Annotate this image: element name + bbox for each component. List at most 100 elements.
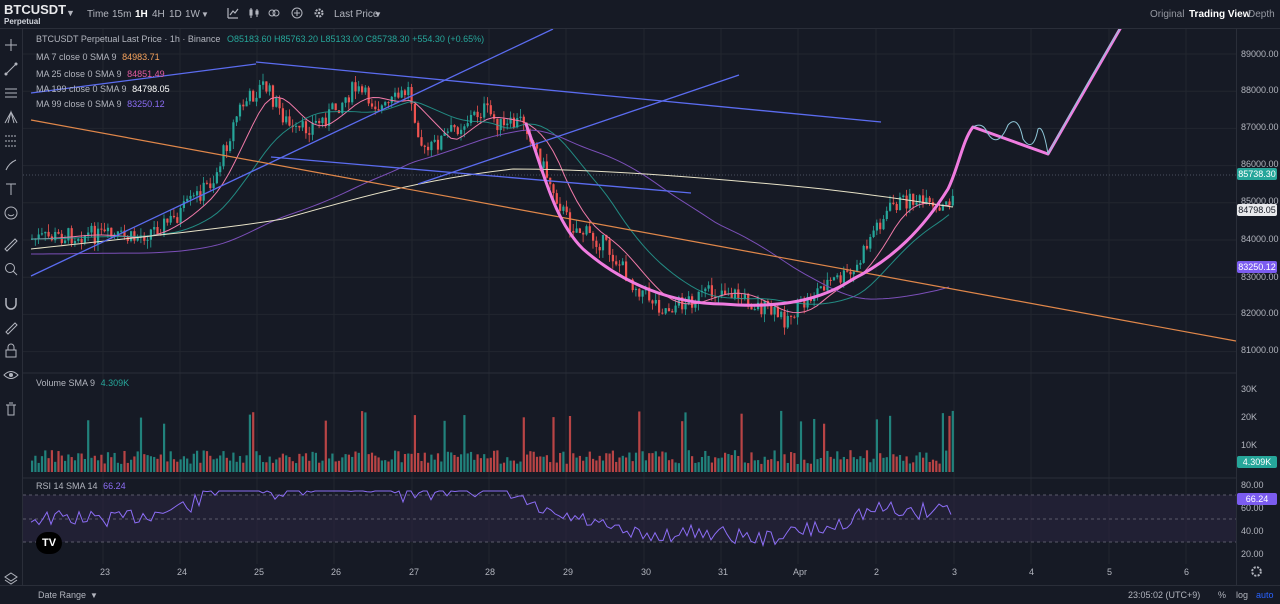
price-source-select[interactable]: Last Price xyxy=(334,9,379,20)
settings-gear-icon[interactable] xyxy=(1250,565,1263,578)
percent-toggle[interactable]: % xyxy=(1218,590,1227,600)
pitchfork-icon[interactable] xyxy=(3,109,19,125)
chevron-down-icon[interactable]: ▼ xyxy=(374,10,382,19)
candle-body xyxy=(945,201,948,205)
price-axis[interactable] xyxy=(1236,29,1280,585)
eye-icon[interactable] xyxy=(3,367,19,383)
candle-body xyxy=(724,290,727,295)
price-tick: 86000.00 xyxy=(1241,159,1279,169)
volume-value: 4.309K xyxy=(100,378,130,388)
volume-bar xyxy=(169,451,172,472)
volume-bar xyxy=(209,455,212,472)
candle-body xyxy=(489,105,492,115)
lock-icon[interactable] xyxy=(3,343,19,359)
chevron-down-icon[interactable]: ▼ xyxy=(66,8,75,18)
layers-icon[interactable] xyxy=(3,571,19,587)
interval-4h[interactable]: 4H xyxy=(152,9,165,20)
symbol-name[interactable]: BTCUSDT xyxy=(4,2,67,17)
candle-body xyxy=(387,102,390,104)
tab-depth[interactable]: Depth xyxy=(1248,9,1275,20)
interval-15m[interactable]: 15m xyxy=(112,9,132,20)
volume-bar xyxy=(311,451,314,472)
candle-body xyxy=(271,85,275,107)
volume-bar xyxy=(90,457,93,472)
fib-icon[interactable] xyxy=(3,133,19,149)
auto-toggle[interactable]: auto xyxy=(1256,590,1274,600)
pencil-lock-icon[interactable] xyxy=(3,319,19,335)
volume-bar xyxy=(50,450,53,472)
volume-bar xyxy=(106,452,110,472)
legend-ma25[interactable]: MA 25 close 0 SMA 9 84851.49 xyxy=(36,69,165,79)
volume-bar xyxy=(598,455,601,472)
volume-bar xyxy=(625,457,628,472)
candle-body xyxy=(882,219,885,230)
x-tick: 28 xyxy=(485,567,496,577)
interval-time[interactable]: Time xyxy=(87,9,109,20)
volume-bar xyxy=(496,450,499,472)
legend-ma99[interactable]: MA 99 close 0 SMA 9 83250.12 xyxy=(36,99,165,109)
volume-bar xyxy=(700,457,704,472)
candle-body xyxy=(476,111,479,118)
add-icon[interactable] xyxy=(291,7,303,19)
trendline-icon[interactable] xyxy=(3,61,19,77)
interval-dropdown-icon[interactable]: ▼ xyxy=(201,10,209,19)
log-toggle[interactable]: log xyxy=(1236,590,1249,600)
legend-ma7[interactable]: MA 7 close 0 SMA 9 84983.71 xyxy=(36,52,160,62)
compare-icon[interactable] xyxy=(268,7,280,19)
gear-icon[interactable] xyxy=(313,7,325,19)
candle-body xyxy=(743,293,746,299)
interval-1w[interactable]: 1W xyxy=(185,9,200,20)
volume-bar xyxy=(948,415,951,472)
chart-type-icon[interactable] xyxy=(248,7,260,19)
interval-1d[interactable]: 1D xyxy=(169,9,182,20)
legend-ma199[interactable]: MA 199 close 0 SMA 9 84798.05 xyxy=(36,84,170,94)
candle-body xyxy=(625,261,628,281)
candle-body xyxy=(318,121,321,124)
volume-bar xyxy=(44,450,47,472)
volume-bar xyxy=(271,462,275,472)
candle-body xyxy=(542,161,545,168)
zoom-icon[interactable] xyxy=(3,261,19,277)
volume-bar xyxy=(796,463,799,472)
volume-bar xyxy=(803,459,806,472)
price-tick: 89000.00 xyxy=(1241,49,1279,59)
magnet-icon[interactable] xyxy=(3,295,19,311)
volume-bar xyxy=(780,410,783,472)
candle-body xyxy=(631,279,634,291)
text-icon[interactable] xyxy=(3,181,19,197)
price-chart[interactable] xyxy=(23,29,1236,585)
volume-bar xyxy=(212,459,215,472)
tab-original[interactable]: Original xyxy=(1150,9,1185,20)
ruler-icon[interactable] xyxy=(3,237,19,253)
tab-trading-view[interactable]: Trading View xyxy=(1189,9,1251,20)
volume-bar xyxy=(308,460,311,472)
candle-body xyxy=(786,315,789,328)
candle-body xyxy=(592,232,595,241)
date-range-button[interactable]: Date Range xyxy=(38,590,87,600)
volume-bar xyxy=(912,462,915,472)
clock[interactable]: 23:05:02 (UTC+9) xyxy=(1128,590,1201,600)
candle-body xyxy=(215,172,218,184)
emoji-icon[interactable] xyxy=(3,205,19,221)
legend-ohlc: O85183.60 H85763.20 L85133.00 C85738.30 … xyxy=(226,34,485,44)
volume-bar xyxy=(57,451,60,472)
candle-body xyxy=(506,123,509,126)
volume-bar xyxy=(707,455,710,472)
horizontal-lines-icon[interactable] xyxy=(3,85,19,101)
chevron-down-icon[interactable]: ▼ xyxy=(90,591,98,600)
indicators-icon[interactable] xyxy=(227,7,239,19)
candle-body xyxy=(905,195,908,209)
volume-bar xyxy=(120,463,123,472)
volume-bar xyxy=(397,451,400,472)
candle-body xyxy=(466,123,469,127)
candle-body xyxy=(347,97,350,103)
crosshair-icon[interactable] xyxy=(3,37,19,53)
volume-bar xyxy=(367,454,370,472)
trash-icon[interactable] xyxy=(3,401,19,417)
volume-bar xyxy=(882,457,885,472)
candle-body xyxy=(925,197,928,205)
volume-bar xyxy=(377,457,380,472)
brush-icon[interactable] xyxy=(3,157,19,173)
interval-1h[interactable]: 1H xyxy=(135,9,148,20)
candle-body xyxy=(750,306,753,310)
